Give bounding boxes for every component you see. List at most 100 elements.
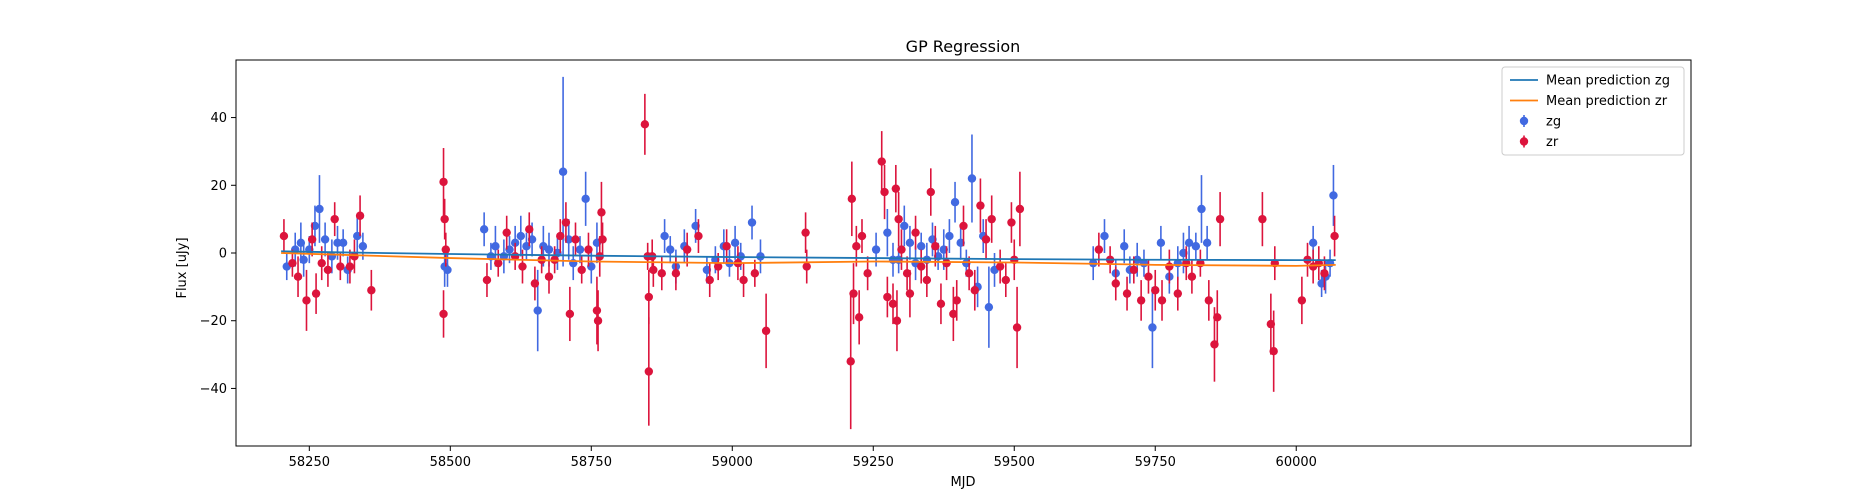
data-point	[443, 265, 452, 275]
x-tick-label: 59500	[994, 455, 1035, 470]
data-point	[327, 252, 337, 261]
data-point	[917, 242, 926, 251]
data-point	[917, 262, 926, 271]
data-point	[533, 306, 542, 315]
x-tick-label: 58500	[430, 455, 471, 470]
legend-label: Mean prediction zg	[1546, 74, 1670, 89]
data-point	[1012, 323, 1022, 332]
data-point	[722, 242, 731, 251]
data-point	[945, 231, 954, 241]
data-point	[299, 255, 308, 264]
plot-frame	[235, 59, 1692, 447]
data-point	[644, 292, 654, 302]
legend-label: zg	[1546, 115, 1561, 130]
data-point	[883, 292, 892, 302]
data-point	[565, 309, 575, 319]
data-point	[1330, 231, 1339, 241]
data-point	[439, 309, 448, 319]
data-point	[494, 258, 503, 268]
data-point	[952, 296, 961, 305]
data-point	[491, 242, 500, 251]
data-point	[584, 245, 593, 254]
data-point	[713, 262, 723, 271]
data-point	[330, 214, 339, 224]
data-point	[984, 302, 994, 312]
data-point	[959, 221, 968, 231]
data-point	[976, 201, 985, 210]
data-point	[949, 309, 958, 319]
data-point	[323, 265, 333, 275]
x-tick-label: 60000	[1276, 455, 1317, 470]
data-point	[1297, 296, 1307, 305]
data-point	[1191, 242, 1201, 251]
data-point	[897, 245, 906, 254]
data-point	[877, 157, 886, 166]
data-point	[892, 316, 902, 325]
y-tick-label: 20	[210, 179, 227, 194]
data-point	[1308, 238, 1318, 248]
x-tick-label: 59750	[1135, 455, 1176, 470]
data-point	[556, 231, 565, 241]
data-point	[288, 258, 297, 268]
data-point	[888, 299, 898, 308]
data-point	[852, 242, 861, 251]
data-point	[891, 184, 901, 193]
y-tick-label: 40	[210, 111, 227, 126]
data-point	[871, 245, 881, 254]
data-point	[981, 235, 991, 244]
data-point	[530, 279, 540, 288]
data-point	[942, 258, 951, 268]
data-point	[1001, 275, 1010, 285]
data-point	[802, 262, 811, 271]
data-point	[1111, 279, 1120, 288]
data-point	[1100, 231, 1109, 241]
data-point	[970, 286, 979, 295]
data-point	[894, 214, 903, 224]
data-point	[1094, 245, 1104, 254]
data-point	[905, 238, 915, 248]
data-point	[995, 262, 1005, 271]
data-point	[926, 187, 935, 197]
data-point	[987, 214, 996, 224]
data-point	[581, 194, 590, 204]
data-point	[1320, 269, 1329, 278]
data-point	[936, 299, 946, 308]
data-point	[950, 198, 960, 207]
data-point	[911, 228, 920, 237]
data-point	[847, 194, 857, 204]
data-point	[900, 221, 909, 231]
data-point	[644, 367, 654, 376]
data-point	[694, 231, 703, 241]
legend-box	[1501, 66, 1685, 156]
data-point	[666, 245, 675, 254]
data-point	[293, 272, 303, 281]
data-point	[1269, 346, 1278, 356]
data-point	[1129, 265, 1139, 275]
data-point	[705, 275, 714, 285]
data-point	[558, 167, 568, 176]
legend-marker-swatch	[1519, 137, 1529, 146]
data-point	[1165, 262, 1174, 271]
data-point	[575, 245, 585, 254]
data-point	[518, 262, 527, 271]
data-point	[1122, 289, 1132, 298]
data-point	[1187, 272, 1197, 281]
data-point	[922, 275, 932, 285]
data-point	[577, 265, 586, 275]
data-point	[931, 242, 940, 251]
data-point	[649, 265, 658, 275]
mean-line-zr	[281, 252, 1336, 267]
axis-ticks: 58250 58500 58750 59000 59250 59500 59750 60000…	[200, 111, 1317, 470]
data-point	[1151, 286, 1160, 295]
data-point	[1184, 238, 1194, 248]
data-point	[857, 231, 867, 241]
data-point	[1136, 296, 1146, 305]
data-point	[1197, 204, 1206, 214]
data-point	[964, 269, 974, 278]
data-point	[846, 357, 855, 366]
data-point	[1120, 242, 1129, 251]
y-axis-label: Flux [uJy]	[175, 237, 190, 298]
data-point	[747, 218, 757, 227]
data-point	[544, 245, 554, 254]
